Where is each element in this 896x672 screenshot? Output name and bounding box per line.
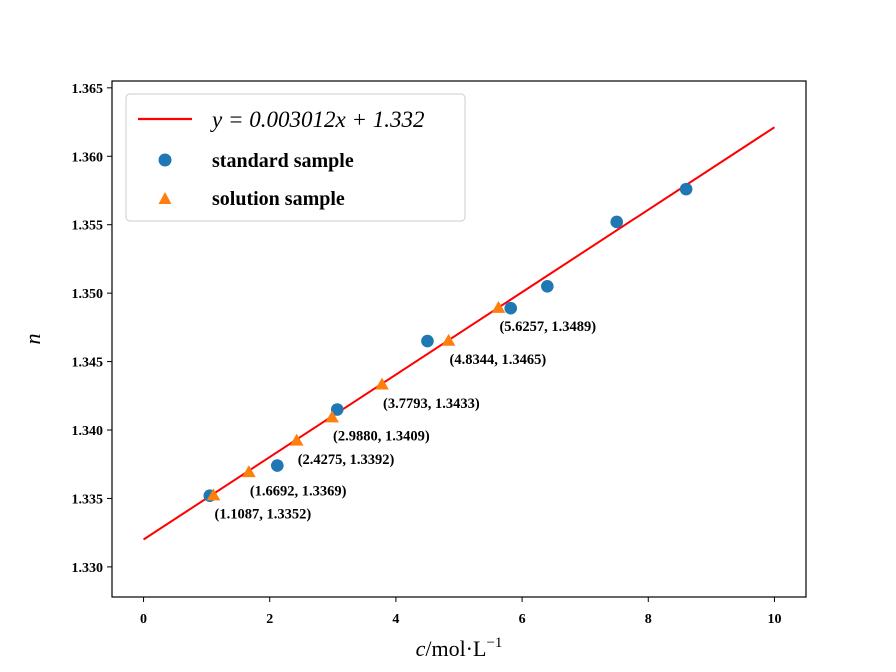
solution-sample-point	[441, 333, 456, 346]
point-annotation: (5.6257, 1.3489)	[499, 319, 596, 335]
x-tick-label: 8	[645, 612, 652, 627]
standard-sample-point	[504, 301, 518, 315]
y-tick-label: 1.340	[72, 424, 104, 439]
y-tick-label: 1.360	[72, 150, 104, 165]
legend-solution-label: solution sample	[212, 188, 345, 210]
plot-frame	[111, 80, 807, 598]
x-axis: 0 2 4 6 8 10	[140, 597, 781, 627]
x-tick-label: 4	[392, 612, 399, 627]
legend-solution-marker	[158, 192, 172, 204]
legend: y = 0.003012x + 1.332 standard sample so…	[125, 93, 466, 222]
solution-sample-point	[206, 488, 221, 501]
solution-sample-point	[289, 433, 304, 446]
y-axis: 1.330 1.335 1.340 1.345 1.350 1.355 1.360 1.365	[72, 82, 112, 576]
x-tick-label: 2	[266, 612, 273, 627]
legend-box	[125, 93, 466, 222]
y-axis-title: n	[20, 334, 45, 345]
point-annotation: (3.7793, 1.3433)	[383, 396, 480, 412]
y-tick-label: 1.350	[72, 287, 104, 302]
legend-standard-marker	[158, 153, 172, 167]
point-annotation: (2.9880, 1.3409)	[333, 429, 430, 445]
x-axis-title-var: c	[416, 636, 426, 661]
solution-sample-point	[491, 301, 506, 313]
solution-sample-point	[375, 377, 389, 390]
x-axis-title-exp: −1	[486, 635, 502, 651]
point-annotation: (1.6692, 1.3369)	[250, 483, 347, 499]
solution-sample-point	[325, 410, 339, 423]
x-axis-title-unit: /mol·L	[425, 636, 486, 661]
y-tick-label: 1.330	[72, 561, 104, 576]
y-tick-label: 1.345	[72, 356, 104, 371]
x-tick-label: 10	[767, 612, 781, 627]
chart-marks	[142, 126, 776, 541]
standard-sample-point	[610, 215, 624, 229]
y-tick-label: 1.335	[72, 492, 104, 507]
standard-sample-point	[270, 459, 284, 472]
standard-sample-point	[330, 403, 344, 416]
standard-sample-point	[421, 334, 434, 348]
y-tick-label: 1.355	[72, 219, 104, 234]
y-tick-label: 1.365	[72, 82, 104, 97]
x-axis-title: c/mol·L−1	[416, 635, 503, 661]
x-tick-label: 0	[140, 612, 147, 627]
standard-sample-point	[541, 280, 554, 293]
chart-annotations: (1.1087, 1.3352) (1.6692, 1.3369) (2.4275,…	[214, 319, 596, 523]
solution-sample-point	[242, 465, 256, 478]
point-annotation: (4.8344, 1.3465)	[450, 352, 547, 368]
standard-sample-point	[679, 182, 693, 196]
legend-standard-label: standard sample	[212, 150, 354, 172]
point-annotation: (2.4275, 1.3392)	[298, 452, 395, 468]
point-annotation: (1.1087, 1.3352)	[214, 507, 311, 523]
x-tick-label: 6	[519, 612, 526, 627]
legend-fit-label: y = 0.003012x + 1.332	[210, 107, 424, 132]
